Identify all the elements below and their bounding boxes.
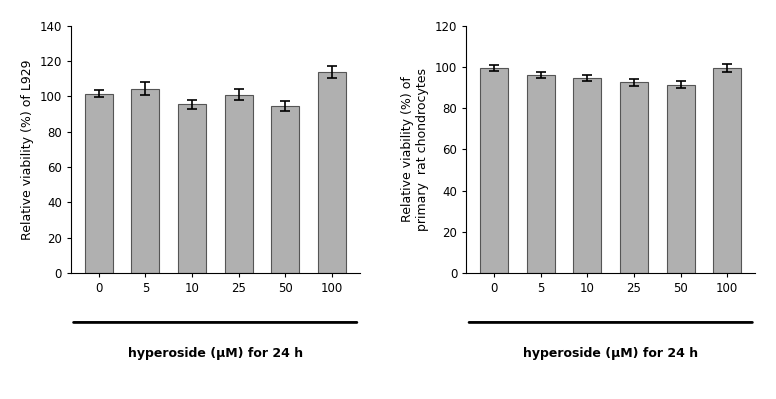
Bar [480, 68, 508, 273]
Bar [271, 106, 299, 273]
Text: hyperoside (μM) for 24 h: hyperoside (μM) for 24 h [523, 347, 698, 360]
Bar [620, 83, 648, 273]
Bar [85, 94, 113, 273]
Y-axis label: Relative viability (%) of L929: Relative viability (%) of L929 [21, 59, 34, 240]
Bar [573, 78, 601, 273]
Text: hyperoside (μM) for 24 h: hyperoside (μM) for 24 h [128, 347, 303, 360]
Bar [527, 75, 555, 273]
Bar [131, 89, 159, 273]
Y-axis label: Relative viability (%) of
primary  rat chondrocytes: Relative viability (%) of primary rat ch… [401, 68, 429, 231]
Bar [224, 95, 252, 273]
Bar [713, 68, 741, 273]
Bar [667, 85, 695, 273]
Bar [317, 72, 345, 273]
Bar [178, 105, 206, 273]
